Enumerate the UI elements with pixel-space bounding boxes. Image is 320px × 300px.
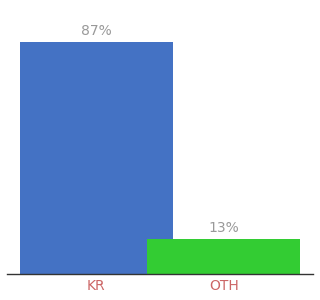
- Text: 87%: 87%: [81, 24, 112, 38]
- Bar: [20, 42, 173, 274]
- Text: 13%: 13%: [208, 221, 239, 235]
- Bar: [147, 239, 300, 274]
